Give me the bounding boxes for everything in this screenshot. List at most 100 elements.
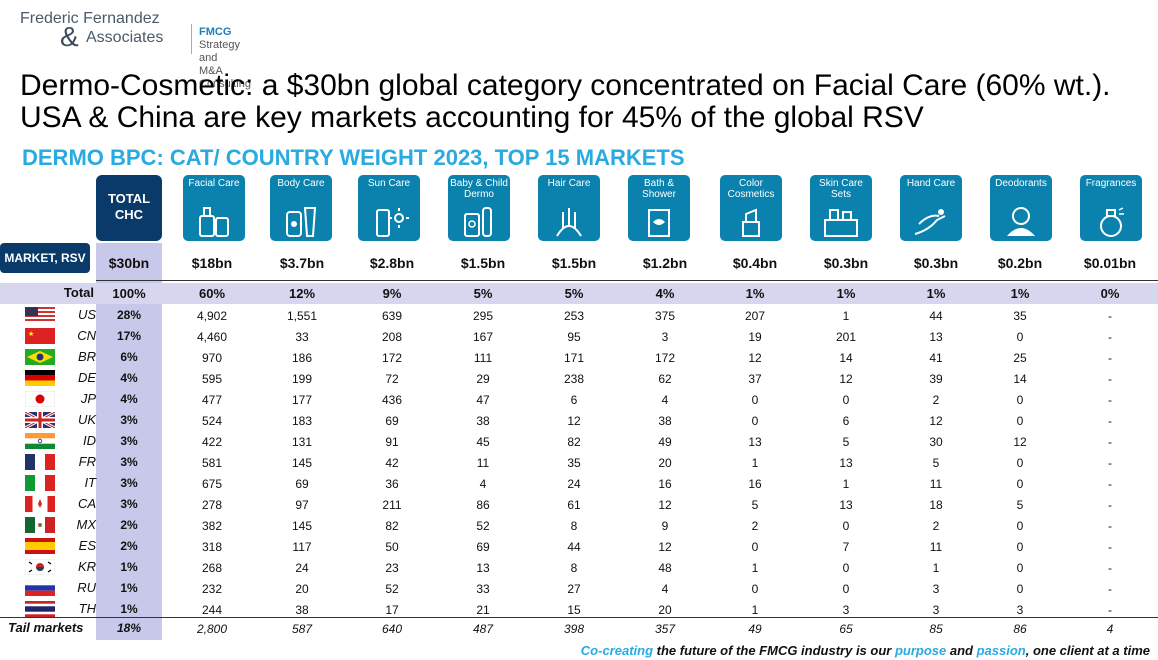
table-cell: 145 — [291, 519, 313, 533]
table-cell: 48 — [658, 561, 672, 575]
table-cell: 17 — [385, 603, 399, 617]
logo-divider — [191, 24, 192, 54]
table-cell: 45 — [476, 435, 490, 449]
table-cell: 172 — [381, 351, 403, 365]
table-cell: 0 — [842, 582, 850, 596]
total-row-band — [0, 283, 1158, 304]
th-flag — [25, 601, 55, 617]
table-cell: 1 — [751, 561, 759, 575]
table-cell: 3 — [932, 582, 940, 596]
category-rsv: $2.8bn — [369, 255, 415, 271]
table-cell: 382 — [201, 519, 223, 533]
tail-cell: 487 — [472, 622, 494, 636]
category-header-5: Hair Care — [538, 175, 600, 241]
table-cell: - — [1108, 456, 1112, 470]
table-cell: 0 — [1016, 456, 1024, 470]
footer-purpose: purpose — [894, 643, 947, 658]
table-cell: 12 — [839, 372, 853, 386]
table-cell: 30 — [929, 435, 943, 449]
table-cell: 4,460 — [196, 330, 228, 344]
table-cell: 91 — [385, 435, 399, 449]
footer-text2: and — [946, 643, 977, 658]
table-cell: - — [1108, 582, 1112, 596]
category-rsv: $0.01bn — [1083, 255, 1137, 271]
tail-cell: 398 — [563, 622, 585, 636]
table-cell: 13 — [748, 435, 762, 449]
table-cell: 4,902 — [196, 309, 228, 323]
fragrance-icon — [1091, 204, 1131, 238]
rsv-row-divider — [96, 243, 1158, 281]
table-cell: 318 — [201, 540, 223, 554]
logo-tagline: FMCG Strategy and M&A Consulting — [199, 26, 251, 91]
table-cell: 436 — [381, 393, 403, 407]
market-share: 4% — [120, 392, 138, 406]
tail-share: 18% — [116, 621, 142, 635]
category-label: Body Care — [277, 178, 325, 189]
table-cell: 6 — [570, 393, 578, 407]
table-cell: - — [1108, 519, 1112, 533]
market-code: CN — [77, 328, 96, 343]
table-cell: 25 — [1013, 351, 1027, 365]
it-flag — [25, 475, 55, 491]
table-cell: 5 — [1016, 498, 1024, 512]
category-rsv: $3.7bn — [279, 255, 325, 271]
category-total-share: 1% — [836, 286, 856, 301]
table-cell: 0 — [842, 561, 850, 575]
category-header-9: Hand Care — [900, 175, 962, 241]
category-rsv: $0.3bn — [823, 255, 869, 271]
table-cell: 0 — [751, 582, 759, 596]
tail-markets-label: Tail markets — [8, 620, 84, 635]
baby-dermo-icon — [459, 204, 499, 238]
category-total-share: 9% — [382, 286, 402, 301]
skin-care-sets-icon — [821, 204, 861, 238]
logo-line2: Associates — [86, 29, 164, 46]
footer-text3: , one client at a time — [1025, 643, 1150, 658]
page-title: Dermo-Cosmetic: a $30bn global category … — [20, 69, 1111, 134]
logo-ampersand: & — [60, 21, 79, 52]
table-cell: 35 — [1013, 309, 1027, 323]
table-cell: 0 — [751, 540, 759, 554]
category-rsv: $0.2bn — [997, 255, 1043, 271]
category-header-1: Facial Care — [183, 175, 245, 241]
market-share: 3% — [120, 455, 138, 469]
table-cell: 24 — [295, 561, 309, 575]
table-cell: 16 — [658, 477, 672, 491]
market-code: ID — [83, 433, 96, 448]
table-cell: 95 — [567, 330, 581, 344]
table-cell: 253 — [563, 309, 585, 323]
table-cell: 1 — [751, 603, 759, 617]
ca-flag — [25, 496, 55, 512]
table-cell: 42 — [385, 456, 399, 470]
table-cell: 69 — [295, 477, 309, 491]
table-cell: 186 — [291, 351, 313, 365]
table-cell: 211 — [382, 498, 402, 512]
table-cell: 12 — [658, 540, 672, 554]
table-cell: 13 — [839, 498, 853, 512]
table-cell: 37 — [748, 372, 762, 386]
logo-line1: Frederic Fernandez — [20, 10, 160, 27]
br-flag — [25, 349, 55, 365]
tail-cell: 640 — [381, 622, 403, 636]
market-code: US — [77, 307, 96, 322]
category-total-share: 1% — [1010, 286, 1030, 301]
category-rsv: $0.4bn — [732, 255, 778, 271]
table-cell: 12 — [1013, 435, 1027, 449]
cn-flag: ★ — [25, 328, 55, 344]
table-cell: - — [1108, 498, 1112, 512]
table-cell: 145 — [291, 456, 313, 470]
table-cell: 11 — [929, 540, 943, 554]
table-cell: 9 — [661, 519, 669, 533]
market-share: 1% — [120, 602, 138, 616]
table-cell: 524 — [201, 414, 223, 428]
category-total-share: 1% — [926, 286, 946, 301]
table-cell: 14 — [839, 351, 853, 365]
market-share: 17% — [116, 329, 142, 343]
category-label: Hair Care — [547, 178, 591, 189]
market-code: CA — [77, 496, 96, 511]
table-cell: 0 — [1016, 561, 1024, 575]
market-share: 6% — [120, 350, 138, 364]
total-rsv: $30bn — [108, 255, 150, 271]
total-row-share: 100% — [112, 286, 146, 301]
table-cell: 44 — [929, 309, 943, 323]
category-total-share: 4% — [655, 286, 675, 301]
